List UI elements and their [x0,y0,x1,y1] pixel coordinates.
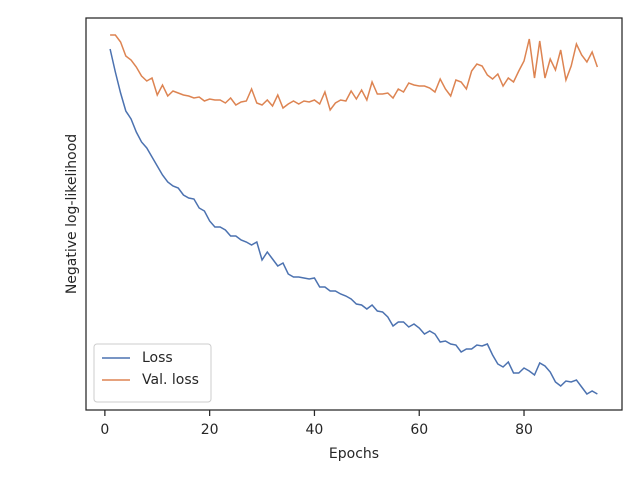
x-axis-label: Epochs [329,446,379,462]
x-tick-label: 40 [306,422,324,438]
legend-label: Val. loss [142,372,199,388]
x-tick-label: 80 [515,422,533,438]
legend-label: Loss [142,350,173,366]
y-axis-label: Negative log-likelihood [64,134,80,294]
x-tick-label: 20 [201,422,219,438]
x-tick-label: 0 [100,422,109,438]
series-line [109,48,598,395]
series-line [110,34,599,112]
x-tick-label: 60 [410,422,428,438]
